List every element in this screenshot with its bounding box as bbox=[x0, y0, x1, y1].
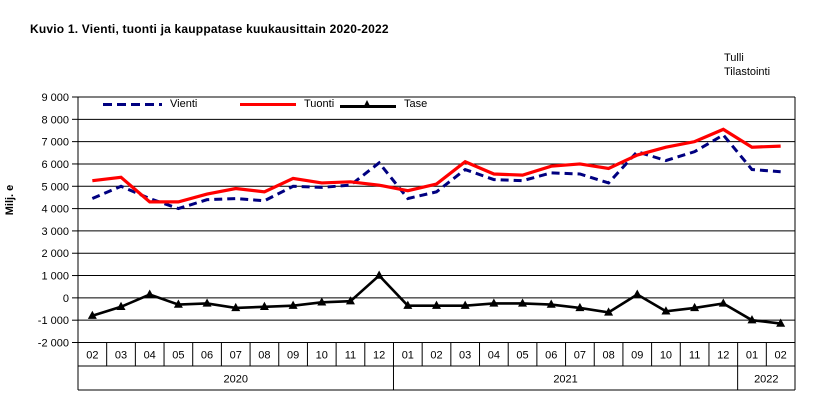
tase-marker-icon bbox=[690, 302, 700, 312]
tase-marker-icon bbox=[518, 298, 528, 307]
svg-text:05: 05 bbox=[516, 350, 528, 362]
series-tase bbox=[87, 270, 786, 327]
tase-marker-icon bbox=[546, 299, 556, 308]
svg-text:2 000: 2 000 bbox=[41, 248, 69, 260]
svg-text:07: 07 bbox=[230, 350, 242, 362]
chart-title: Kuvio 1. Vienti, tuonti ja kauppatase ku… bbox=[30, 22, 389, 36]
svg-text:10: 10 bbox=[316, 350, 328, 362]
tase-marker-icon bbox=[317, 297, 327, 306]
series-vienti bbox=[91, 133, 781, 211]
svg-text:02: 02 bbox=[86, 350, 98, 362]
svg-text:06: 06 bbox=[201, 350, 213, 362]
svg-text:4 000: 4 000 bbox=[41, 204, 69, 216]
year-labels: 2020 2021 2022 bbox=[223, 374, 778, 386]
svg-text:11: 11 bbox=[689, 350, 700, 362]
tase-marker-icon bbox=[259, 301, 269, 310]
tuonti-legend-line bbox=[240, 103, 296, 106]
tase-marker-icon bbox=[489, 298, 499, 307]
svg-text:04: 04 bbox=[488, 350, 500, 362]
tase-marker-icon bbox=[202, 298, 212, 307]
tase-marker-icon bbox=[776, 318, 786, 327]
tase-legend-marker-icon bbox=[363, 100, 371, 108]
svg-text:2021: 2021 bbox=[553, 374, 577, 386]
svg-text:2020: 2020 bbox=[223, 374, 247, 386]
tase-marker-icon bbox=[231, 302, 241, 312]
svg-text:-1 000: -1 000 bbox=[38, 315, 69, 327]
vienti-legend-line bbox=[103, 103, 162, 106]
svg-text:3 000: 3 000 bbox=[41, 226, 69, 238]
svg-text:-2 000: -2 000 bbox=[38, 338, 69, 350]
svg-text:01: 01 bbox=[746, 350, 758, 362]
tase-marker-icon bbox=[403, 300, 413, 309]
tase-marker-icon bbox=[432, 300, 441, 309]
tase-marker-icon bbox=[575, 302, 585, 312]
gridlines bbox=[72, 96, 795, 343]
svg-text:2022: 2022 bbox=[754, 374, 778, 386]
svg-text:01: 01 bbox=[402, 350, 414, 362]
svg-text:1 000: 1 000 bbox=[41, 271, 69, 283]
tase-marker-icon bbox=[116, 301, 126, 310]
tase-legend-label: Tase bbox=[404, 98, 428, 110]
svg-text:02: 02 bbox=[775, 350, 787, 362]
svg-text:12: 12 bbox=[373, 350, 385, 362]
tuonti-legend-label: Tuonti bbox=[304, 98, 335, 110]
svg-text:02: 02 bbox=[430, 350, 442, 362]
tase-marker-icon bbox=[145, 289, 155, 298]
category-axis bbox=[77, 342, 796, 391]
tase-marker-icon bbox=[345, 296, 355, 305]
svg-text:08: 08 bbox=[602, 350, 614, 362]
svg-text:05: 05 bbox=[172, 350, 184, 362]
y-axis-labels: 9 000 8 000 7 000 6 000 5 000 4 000 3 000 2 000… bbox=[38, 92, 69, 350]
svg-text:11: 11 bbox=[345, 350, 356, 362]
svg-text:09: 09 bbox=[287, 350, 299, 362]
source-label: Tulli Tilastointi bbox=[724, 51, 770, 79]
plot-frame bbox=[77, 97, 796, 343]
vienti-legend-label: Vienti bbox=[170, 98, 198, 110]
tase-marker-icon bbox=[632, 289, 642, 298]
tase-marker-icon bbox=[288, 300, 298, 309]
svg-text:07: 07 bbox=[574, 350, 586, 362]
series-tuonti bbox=[92, 127, 781, 204]
svg-text:5 000: 5 000 bbox=[41, 181, 69, 193]
svg-text:08: 08 bbox=[258, 350, 270, 362]
svg-text:04: 04 bbox=[144, 350, 156, 362]
tase-marker-icon bbox=[460, 300, 470, 309]
svg-text:03: 03 bbox=[115, 350, 127, 362]
svg-text:7 000: 7 000 bbox=[41, 137, 69, 149]
svg-text:10: 10 bbox=[660, 350, 672, 362]
source-line-1: Tulli bbox=[724, 52, 744, 64]
tase-marker-icon bbox=[661, 306, 671, 315]
source-line-2: Tilastointi bbox=[724, 66, 771, 78]
y-axis-title: Milj. e bbox=[4, 185, 16, 216]
tase-marker-icon bbox=[718, 298, 728, 307]
svg-text:8 000: 8 000 bbox=[41, 114, 69, 126]
tase-marker-icon bbox=[604, 307, 614, 316]
svg-text:9 000: 9 000 bbox=[41, 92, 69, 104]
month-labels: 02 03 04 05 06 07 08 09 10 11 12 01 02 03 04 05 06 07 08 09… bbox=[86, 350, 787, 362]
svg-text:09: 09 bbox=[631, 350, 643, 362]
svg-text:12: 12 bbox=[717, 350, 729, 362]
tase-marker-icon bbox=[87, 310, 97, 319]
tase-marker-icon bbox=[374, 270, 384, 279]
svg-text:0: 0 bbox=[63, 293, 69, 305]
svg-text:03: 03 bbox=[459, 350, 471, 362]
tase-marker-icon bbox=[747, 315, 757, 324]
svg-text:06: 06 bbox=[545, 350, 557, 362]
tase-marker-icon bbox=[173, 299, 183, 308]
svg-text:Milj. e: Milj. e bbox=[4, 185, 16, 216]
svg-text:6 000: 6 000 bbox=[41, 159, 69, 171]
